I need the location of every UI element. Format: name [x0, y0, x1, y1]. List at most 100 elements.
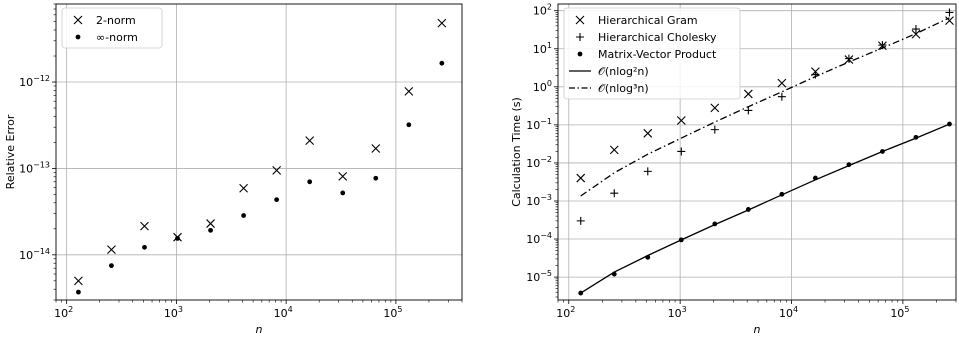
- data-point: [241, 213, 247, 218]
- data-point: [643, 128, 653, 138]
- data-point: [142, 244, 147, 250]
- data-point: [609, 145, 619, 155]
- data-point: [610, 189, 619, 198]
- data-point: [643, 167, 652, 176]
- legend-entry: Matrix-Vector Product: [577, 48, 717, 61]
- y-tick-label: 10−4: [526, 231, 552, 246]
- data-point: [274, 197, 280, 203]
- legend: 2-norm ∞-norm: [61, 7, 163, 49]
- data-point: [272, 165, 282, 175]
- y-tick-base: 10: [533, 5, 547, 18]
- x-tick-exp: 2: [68, 305, 73, 314]
- series-1: [74, 18, 447, 286]
- grid: [56, 4, 462, 300]
- minor-ticks: [53, 3, 463, 303]
- data-point: [844, 54, 853, 63]
- data-point: [744, 106, 753, 115]
- data-point: [206, 219, 215, 228]
- y-tick-base: 10: [19, 249, 33, 262]
- x-axis-label: n: [754, 323, 761, 336]
- data-point: [611, 271, 617, 277]
- y-tick-exp: −13: [33, 160, 50, 169]
- legend-entry: 𝒪(nlog²n): [569, 65, 649, 78]
- x-tick-label: 104: [779, 305, 798, 320]
- legend-entry: ∞-norm: [75, 31, 138, 44]
- data-point: [676, 116, 686, 125]
- x-tick-base: 10: [890, 307, 904, 320]
- data-point: [338, 171, 348, 181]
- data-point: [913, 134, 919, 140]
- y-tick-label: 100: [533, 79, 552, 94]
- data-point: [880, 149, 885, 154]
- x-tick-base: 10: [668, 307, 682, 320]
- data-point: [945, 8, 954, 17]
- y-tick-base: 10: [526, 157, 540, 170]
- series-line-2: [580, 17, 950, 197]
- legend-box: [563, 7, 741, 100]
- legend-box: [61, 7, 163, 49]
- x-tick-base: 10: [164, 307, 178, 320]
- data-point: [76, 289, 81, 295]
- data-point: [911, 25, 920, 34]
- y-tick-base: 10: [526, 195, 540, 208]
- legend-entry: 𝒪(nlog³n): [569, 82, 649, 95]
- x-tick-label: 105: [890, 305, 909, 320]
- data-point: [777, 92, 786, 101]
- data-point: [576, 216, 585, 225]
- y-tick-exp: 2: [547, 3, 552, 12]
- data-point: [878, 41, 887, 50]
- legend-marker: [577, 51, 583, 57]
- data-point: [710, 125, 719, 134]
- x-tick-exp: 5: [397, 305, 402, 314]
- data-point: [945, 16, 954, 25]
- y-tick-base: 10: [533, 81, 547, 94]
- y-tick-exp: −14: [33, 247, 50, 256]
- x-tick-exp: 4: [288, 305, 293, 314]
- data-point: [712, 221, 718, 227]
- legend-label: Matrix-Vector Product: [598, 48, 717, 61]
- y-tick-exp: −4: [540, 231, 552, 240]
- y-tick-exp: −2: [540, 155, 552, 164]
- y-tick-label: 10−1: [526, 117, 552, 132]
- data-point: [812, 175, 818, 181]
- x-tick-label: 105: [383, 305, 402, 320]
- x-tick-base: 10: [556, 307, 570, 320]
- data-point: [340, 190, 346, 196]
- plot-frame: [557, 3, 957, 301]
- data-point: [404, 86, 414, 96]
- y-tick-base: 10: [526, 233, 540, 246]
- legend-label: Hierarchical Cholesky: [598, 31, 717, 44]
- data-point: [846, 162, 852, 168]
- data-point: [678, 237, 684, 243]
- data-point: [109, 263, 114, 269]
- data-point: [439, 60, 445, 66]
- x-tick-label: 102: [54, 305, 73, 320]
- data-point: [811, 70, 820, 79]
- y-axis-label: Relative Error: [4, 114, 17, 189]
- y-tick-exp: −3: [540, 193, 552, 202]
- legend-marker: [75, 34, 81, 40]
- data-point: [305, 136, 315, 145]
- data-point: [743, 89, 753, 99]
- x-tick-label: 102: [556, 305, 575, 320]
- data-point: [175, 235, 180, 241]
- legend-label: 𝒪(nlog³n): [598, 82, 649, 95]
- data-point: [307, 179, 313, 185]
- y-tick-exp: 1: [547, 41, 552, 50]
- legend-marker: [73, 15, 83, 25]
- x-tick-base: 10: [779, 307, 793, 320]
- x-tick-exp: 2: [570, 305, 575, 314]
- y-tick-exp: −1: [540, 117, 552, 126]
- y-tick-exp: −5: [540, 269, 552, 278]
- chart-2: 102 103 104 10510−510−410−310−210−110010110…: [510, 3, 957, 336]
- data-point: [437, 18, 447, 28]
- y-tick-base: 10: [19, 162, 33, 175]
- y-tick-label: 10−12: [19, 74, 50, 89]
- data-point: [779, 191, 785, 197]
- series-3: [578, 121, 952, 296]
- y-axis-label: Calculation Time (s): [510, 97, 523, 207]
- legend-label: 2-norm: [96, 14, 136, 27]
- data-point: [373, 175, 379, 181]
- legend-entry: 2-norm: [73, 14, 136, 27]
- y-tick-base: 10: [19, 76, 33, 89]
